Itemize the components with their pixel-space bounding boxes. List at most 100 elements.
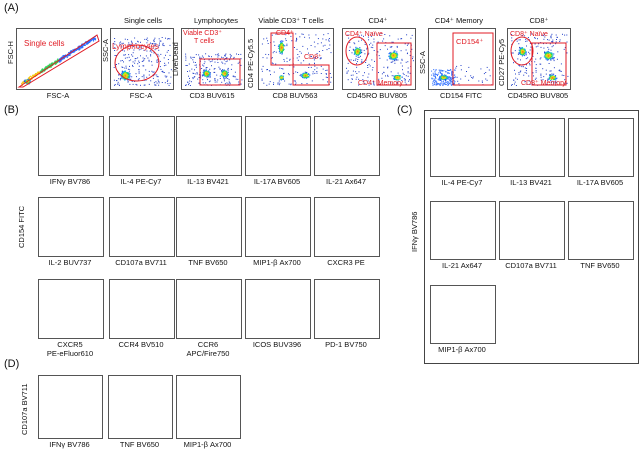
panel-label-a: (A): [4, 2, 19, 14]
plot-c-1: [430, 118, 496, 177]
b-x-label-8: TNF BV650: [188, 258, 228, 267]
a1-gate-label: Single cells: [24, 39, 65, 48]
b-x-label-4: IL-17A BV605: [253, 177, 301, 186]
a1-density: [17, 34, 100, 88]
a6-gate-label: CD154⁺: [456, 37, 484, 46]
panel-label-b: (B): [4, 104, 19, 116]
a6-x-label: CD154 FITC: [439, 91, 483, 100]
plot-b-13: [176, 279, 242, 339]
d-x-label-3: MIP1-β Ax700: [183, 440, 232, 449]
plot-c-4: [430, 201, 496, 260]
b-x-label-6: IL-2 BUV737: [48, 258, 92, 267]
panel-c-frame: [424, 110, 639, 364]
plot-b-15: [314, 279, 380, 339]
a3-gate-label-2: T cells: [194, 38, 215, 45]
a1-y-label: FSC-H: [6, 41, 15, 64]
plot-b-5: [314, 116, 380, 176]
plot-b-7: [109, 197, 175, 257]
plot-a5: [342, 28, 416, 90]
plot-b-6: [38, 197, 104, 257]
a4-density: [261, 32, 332, 86]
c-x-label-5: CD107a BV711: [505, 261, 557, 270]
a7-x-label: CD45RO BUV805: [507, 91, 569, 100]
a6-density: [431, 32, 494, 86]
b-x-label-2: IL-4 PE-Cy7: [120, 177, 162, 186]
b-x-label-7: CD107a BV711: [115, 258, 167, 267]
plot-d-1: [38, 375, 103, 439]
c-x-label-4: IL-21 Ax647: [441, 261, 483, 270]
b-x-label-14: ICOS BUV396: [252, 340, 302, 349]
a5-gate-label-2: CD4⁺ Memory: [358, 80, 403, 87]
c-x-label-1: IL-4 PE-Cy7: [441, 178, 483, 187]
plot-b-8: [176, 197, 242, 257]
b-x-label-10: CXCR3 PE: [327, 258, 365, 267]
b-x-label-12: CCR4 BV510: [118, 340, 164, 349]
a3-density: [185, 53, 243, 86]
b-x-label-3: IL-13 BV421: [187, 177, 229, 186]
a4-gate-label-2: CD8⁺: [304, 54, 322, 61]
d-x-label-2: TNF BV650: [119, 440, 160, 449]
c-x-label-6: TNF BV650: [580, 261, 620, 270]
b-x-label-1: IFNγ BV786: [49, 177, 91, 186]
a7-y-label: CD27 PE-Cy5: [497, 38, 506, 86]
a2-gate-label: Lymphocytes: [112, 42, 159, 51]
d-y-label: CD107a BV711: [20, 383, 29, 435]
plot-b-1: [38, 116, 104, 176]
plot-b-11: [38, 279, 104, 339]
b-x-label-13: CCR6: [197, 340, 219, 349]
b-x-sublabel-13: APC/Fire750: [186, 349, 230, 358]
c-y-label: IFNγ BV786: [410, 211, 419, 252]
a6-y-label: SSC-A: [418, 51, 427, 74]
a1-x-label: FSC-A: [46, 91, 70, 100]
b-x-sublabel-11: PE-eFluor610: [46, 349, 94, 358]
a4-x-label: CD8 BUV563: [272, 91, 318, 100]
a7-density: [510, 33, 569, 86]
b-x-label-9: MIP1-β Ax700: [253, 258, 301, 267]
plot-c-6: [568, 201, 634, 260]
plot-b-10: [314, 197, 380, 257]
a7-title: CD8⁺: [529, 16, 549, 25]
d-x-label-1: IFNγ BV786: [49, 440, 90, 449]
a2-x-label: FSC-A: [129, 91, 153, 100]
b-x-label-11: CXCR5: [57, 340, 83, 349]
a2-title: Single cells: [124, 16, 162, 25]
plot-c-7: [430, 285, 496, 344]
a5-gate-label-1: CD4⁺ Naïve: [345, 31, 383, 38]
c-x-label-7: MIP1-β Ax700: [438, 345, 486, 354]
plot-b-14: [245, 279, 311, 339]
a4-title: Viable CD3⁺ T cells: [258, 16, 324, 25]
b-x-label-15: PD-1 BV750: [325, 340, 367, 349]
panel-label-d: (D): [4, 358, 20, 370]
b-y-label: CD154 FITC: [17, 205, 26, 248]
a4-gate-label-1: CD4⁺: [276, 30, 294, 37]
a2-density: [113, 37, 172, 86]
plot-a7: [507, 28, 571, 90]
plot-a2: [110, 28, 174, 90]
a7-gate-label-2: CD8⁺ Memory: [521, 80, 566, 87]
plot-c-5: [499, 201, 565, 260]
plot-b-4: [245, 116, 311, 176]
plot-a1: [16, 28, 102, 90]
plot-c-2: [499, 118, 565, 177]
a5-x-label: CD45RO BUV805: [346, 91, 408, 100]
a7-gate-label-1: CD8⁺ Naïve: [510, 31, 548, 38]
plot-b-12: [109, 279, 175, 339]
a5-title: CD4⁺: [368, 16, 388, 25]
a3-y-label: Live/Dead: [171, 42, 180, 76]
plot-d-2: [108, 375, 173, 439]
plot-d-3: [176, 375, 241, 439]
a3-gate-label-1: Viable CD3⁺: [183, 30, 222, 37]
a5-density: [345, 33, 414, 86]
c-x-label-3: IL-17A BV605: [576, 178, 624, 187]
a3-x-label: CD3 BUV615: [189, 91, 235, 100]
a2-y-label: SSC-A: [101, 39, 110, 62]
plot-b-3: [176, 116, 242, 176]
plot-b-9: [245, 197, 311, 257]
plot-a4: [258, 28, 334, 90]
plot-b-2: [109, 116, 175, 176]
panel-label-c: (C): [397, 104, 413, 116]
plot-a3: [181, 28, 245, 90]
b-x-label-5: IL-21 Ax647: [325, 177, 367, 186]
a3-title: Lymphocytes: [194, 16, 238, 25]
c-x-label-2: IL-13 BV421: [510, 178, 552, 187]
